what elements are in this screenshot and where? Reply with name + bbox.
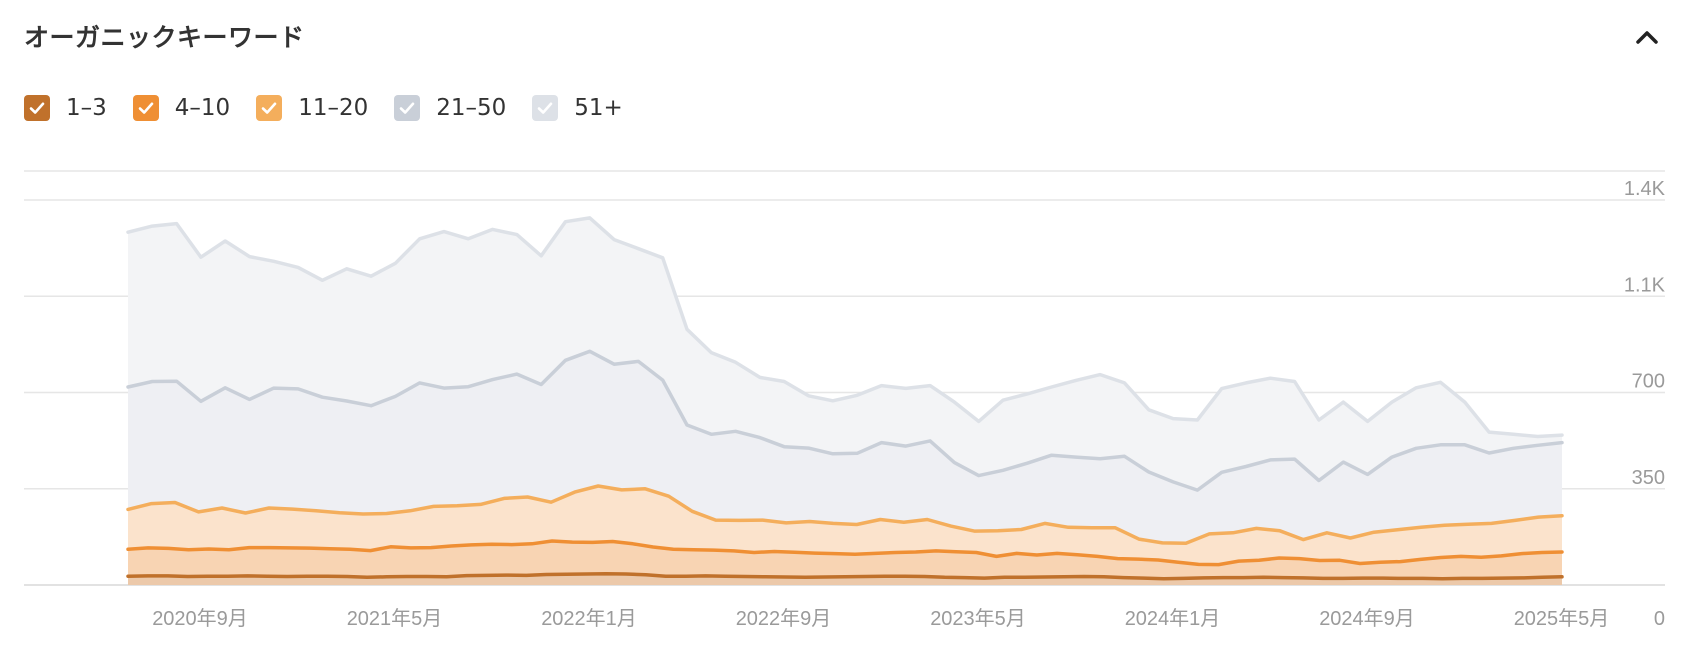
collapse-button[interactable] [1632,22,1662,52]
page-title: オーガニックキーワード [24,23,305,52]
series-line-21–50 [126,349,1564,492]
series-line-1–3 [126,571,1564,581]
series-line-11–20 [126,484,1564,545]
y-tick-label: 350 [1632,467,1665,489]
x-tick-label: 2022年9月 [736,607,832,630]
legend-item-11-20[interactable]: 11–20 [256,95,368,121]
y-tick-label: 1.4K [1624,178,1666,200]
checkbox[interactable] [24,95,50,121]
checkbox[interactable] [132,95,159,121]
check-icon [537,102,553,114]
legend: 1–3 4–10 11–20 21–50 51+ [24,95,649,121]
x-tick-label: 2022年1月 [541,607,637,630]
checkbox[interactable] [256,95,283,121]
x-tick-label: 2024年9月 [1319,607,1415,630]
x-tick-label: 2020年9月 [152,607,248,630]
legend-item-21-50[interactable]: 21–50 [394,95,506,121]
check-icon [399,102,415,114]
check-icon [138,102,154,114]
series-line-4–10 [126,539,1564,567]
x-tick-label: 2021年5月 [347,607,443,630]
legend-item-1-3[interactable]: 1–3 [24,95,107,121]
y-tick-label: 0 [1654,608,1665,630]
chevron-up-icon [1636,31,1658,44]
legend-item-4-10[interactable]: 4–10 [132,95,231,121]
checkbox[interactable] [394,95,421,121]
checkbox[interactable] [532,95,559,121]
y-tick-label: 1.1K [1624,274,1666,296]
series-line-51+ [126,216,1564,439]
legend-label: 11–20 [298,95,369,121]
legend-label: 51+ [574,95,623,121]
x-tick-label: 2024年1月 [1125,607,1221,630]
legend-item-51-plus[interactable]: 51+ [532,95,623,121]
check-icon [29,102,45,114]
check-icon [261,102,277,114]
y-tick-label: 700 [1632,371,1665,393]
legend-label: 1–3 [66,95,107,121]
x-tick-label: 2023年5月 [930,607,1026,630]
legend-label: 4–10 [174,95,231,121]
x-tick-label: 2025年5月 [1514,607,1610,630]
legend-label: 21–50 [436,95,507,121]
